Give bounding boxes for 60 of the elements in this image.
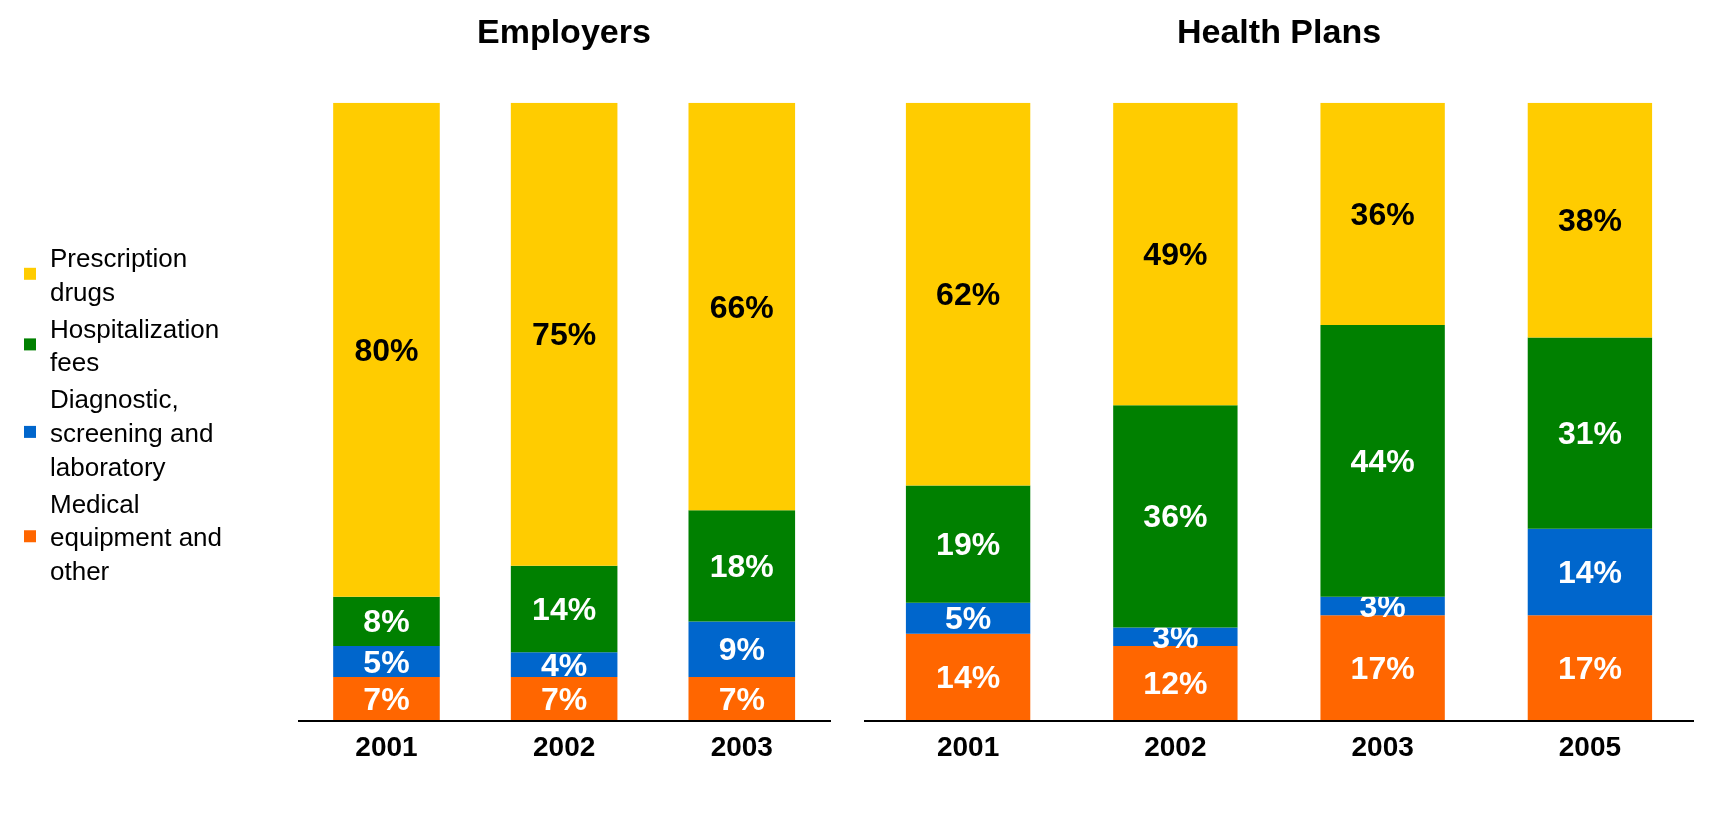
bar — [1113, 405, 1238, 628]
bar — [905, 633, 1031, 721]
data-label: 44% — [1350, 442, 1415, 479]
legend-label: Diagnostic, screening and laboratory — [50, 384, 214, 482]
x-tick-label: 2003 — [1351, 730, 1414, 762]
data-label: 4% — [541, 646, 588, 683]
data-label: 7% — [718, 680, 765, 717]
data-label: 14% — [532, 591, 597, 628]
legend-label: Medical equipment and other — [50, 488, 223, 587]
bar — [905, 102, 1031, 486]
data-label: 12% — [1143, 665, 1208, 702]
data-label: 5% — [363, 643, 410, 680]
legend-label: Prescription drugs — [50, 243, 188, 307]
chart-title: Health Plans — [1177, 12, 1382, 50]
data-label: 49% — [1143, 236, 1208, 273]
data-label: 17% — [1557, 649, 1622, 686]
bar — [1320, 615, 1445, 721]
bar — [510, 565, 618, 653]
data-label: 80% — [354, 331, 419, 368]
data-label: 62% — [936, 276, 1001, 313]
bar — [510, 102, 618, 566]
x-tick-label: 2003 — [710, 730, 773, 762]
bar — [333, 102, 440, 597]
bar — [1527, 102, 1653, 338]
x-tick-label: 2001 — [355, 730, 418, 762]
data-label: 14% — [936, 658, 1001, 695]
bar — [1527, 615, 1653, 721]
data-label: 7% — [541, 680, 588, 717]
data-label: 19% — [936, 526, 1001, 563]
legend-label: Hospitalization fees — [50, 313, 220, 378]
data-label: 9% — [718, 631, 765, 668]
data-label: 3% — [1359, 587, 1406, 624]
data-label: 31% — [1557, 415, 1622, 452]
data-label: 7% — [363, 680, 410, 717]
chart-title: Employers — [477, 12, 651, 50]
bar — [1527, 528, 1653, 616]
data-label: 3% — [1152, 618, 1199, 655]
bar — [1113, 102, 1238, 406]
data-label: 8% — [363, 603, 410, 640]
data-label: 38% — [1557, 202, 1622, 239]
bar — [1527, 337, 1653, 529]
bar — [1320, 102, 1445, 326]
data-label: 5% — [944, 600, 992, 637]
data-label: 36% — [1350, 195, 1415, 232]
x-tick-label: 2002 — [1144, 730, 1207, 762]
bar — [905, 485, 1031, 603]
x-tick-label: 2005 — [1558, 730, 1622, 762]
data-label: 75% — [532, 316, 597, 353]
x-tick-label: 2001 — [936, 730, 1000, 762]
bar — [688, 621, 796, 677]
bar — [1113, 646, 1238, 721]
data-label: 36% — [1143, 498, 1208, 535]
data-label: 14% — [1557, 553, 1622, 590]
data-label: 17% — [1350, 649, 1415, 686]
data-label: 66% — [709, 288, 774, 325]
x-tick-label: 2002 — [532, 730, 596, 762]
bar — [688, 510, 796, 622]
data-label: 18% — [709, 547, 774, 584]
bar — [1320, 325, 1445, 597]
bar — [688, 102, 796, 511]
